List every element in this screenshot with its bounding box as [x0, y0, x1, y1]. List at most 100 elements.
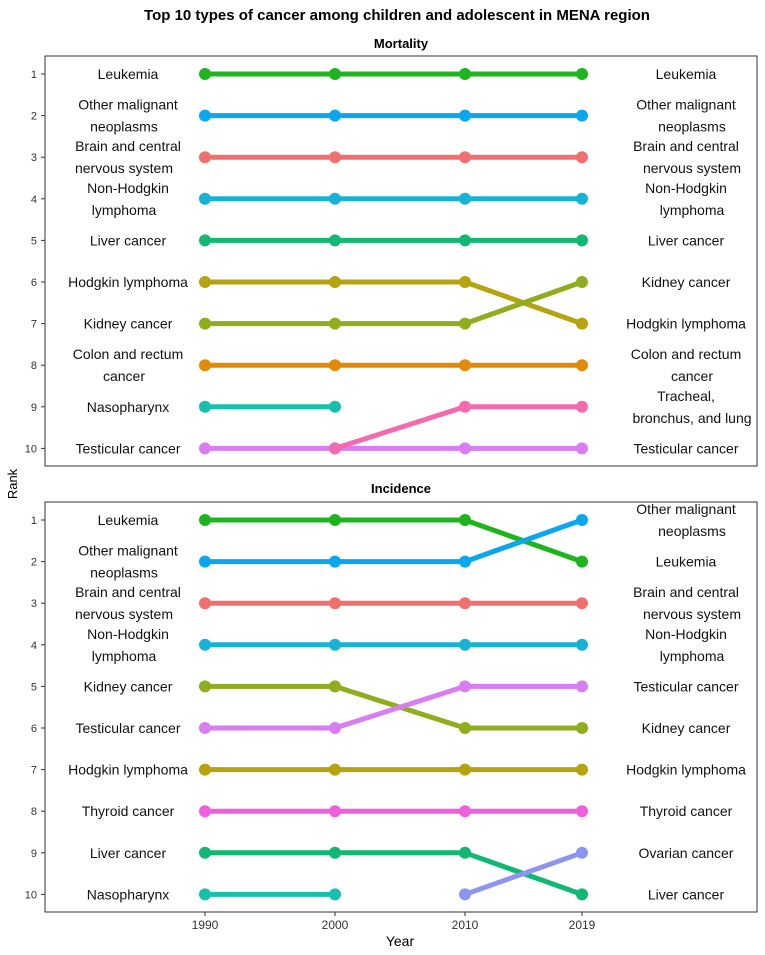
- data-point: [576, 442, 588, 455]
- series-kidney-cancer: [199, 680, 588, 734]
- data-point: [329, 846, 341, 859]
- data-point: [576, 317, 588, 330]
- series-other-malignant-neoplasms: [199, 109, 588, 122]
- right-rank-label: bronchus, and lung: [632, 410, 751, 426]
- data-point: [329, 109, 341, 122]
- series-colon-and-rectum-cancer: [199, 359, 588, 372]
- y-tick-label: 6: [31, 277, 37, 289]
- series-line: [462, 850, 585, 897]
- series-non-hodgkin-lymphoma: [199, 192, 588, 205]
- data-point: [459, 763, 471, 776]
- data-point: [459, 638, 471, 651]
- right-rank-label: Leukemia: [656, 554, 717, 570]
- right-rank-label: Colon and rectum: [631, 346, 742, 362]
- y-tick-label: 1: [31, 69, 37, 81]
- right-rank-label: Tracheal,: [657, 388, 715, 404]
- right-rank-label: Hodgkin lymphoma: [626, 316, 746, 332]
- series-brain-and-central-nervous-system: [199, 151, 588, 164]
- data-point: [199, 888, 211, 901]
- data-point: [199, 442, 211, 455]
- data-point: [576, 638, 588, 651]
- data-point: [576, 400, 588, 413]
- data-point: [459, 442, 471, 455]
- right-rank-label: Brain and central: [633, 138, 739, 154]
- left-rank-label: Liver cancer: [90, 845, 167, 861]
- left-rank-label: Hodgkin lymphoma: [68, 274, 188, 290]
- series-line: [462, 517, 585, 565]
- data-point: [459, 555, 471, 568]
- y-axis-label: Rank: [5, 468, 20, 499]
- data-point: [329, 680, 341, 693]
- x-tick-label: 2010: [452, 918, 479, 932]
- left-rank-label: lymphoma: [92, 648, 157, 664]
- right-rank-label: neoplasms: [658, 119, 726, 135]
- right-rank-label: Kidney cancer: [642, 720, 731, 736]
- data-point: [199, 722, 211, 734]
- data-point: [576, 846, 588, 859]
- data-point: [576, 805, 588, 818]
- left-rank-label: Testicular cancer: [75, 720, 180, 736]
- data-point: [329, 722, 341, 734]
- y-tick-label: 4: [31, 640, 37, 652]
- series-hodgkin-lymphoma: [199, 763, 588, 776]
- data-point: [329, 276, 341, 288]
- series-testicular-cancer: [199, 442, 588, 455]
- data-point: [459, 317, 471, 330]
- data-point: [576, 151, 588, 164]
- left-rank-label: Colon and rectum: [73, 346, 184, 362]
- chart-title: Top 10 types of cancer among children an…: [144, 7, 650, 24]
- y-tick-label: 6: [31, 723, 37, 735]
- right-rank-label: Ovarian cancer: [639, 845, 734, 861]
- data-point: [199, 151, 211, 164]
- data-point: [329, 192, 341, 205]
- data-point: [459, 109, 471, 122]
- data-point: [459, 400, 471, 413]
- right-rank-label: Kidney cancer: [642, 274, 731, 290]
- series-other-malignant-neoplasms: [199, 514, 588, 568]
- y-tick-label: 10: [25, 889, 37, 901]
- right-rank-label: Testicular cancer: [633, 440, 738, 456]
- data-point: [329, 597, 341, 610]
- data-point: [329, 514, 341, 526]
- left-rank-label: Non-Hodgkin: [87, 626, 169, 642]
- data-point: [329, 68, 341, 80]
- left-rank-label: Nasopharynx: [87, 886, 170, 902]
- series-liver-cancer: [199, 234, 588, 247]
- data-point: [329, 555, 341, 568]
- series-tracheal-bronchus-and-lung: [329, 400, 588, 455]
- data-point: [576, 109, 588, 122]
- series-nasopharynx: [199, 400, 341, 413]
- panel-incidence: Incidence 1 2 3 4 5 6 7 8 9 10 Leukemia Other malign…: [25, 481, 758, 913]
- right-rank-label: Non-Hodgkin: [645, 180, 727, 196]
- data-point: [576, 359, 588, 372]
- left-rank-label: Thyroid cancer: [82, 803, 175, 819]
- right-rank-label: cancer: [671, 368, 713, 384]
- data-point: [459, 192, 471, 205]
- panel-frame: [44, 55, 758, 467]
- data-point: [329, 400, 341, 413]
- left-rank-label: Other malignant: [78, 97, 178, 113]
- data-point: [459, 276, 471, 288]
- data-point: [329, 763, 341, 776]
- left-rank-label: Kidney cancer: [84, 678, 173, 694]
- data-point: [576, 722, 588, 734]
- panels: Mortality 1 2 3 4 5 6 7 8 9 10 Leukemia Other malign…: [25, 36, 758, 932]
- y-tick-label: 5: [31, 681, 37, 693]
- data-point: [576, 763, 588, 776]
- data-point: [576, 597, 588, 610]
- series-line: [332, 404, 468, 451]
- data-point: [576, 234, 588, 247]
- data-point: [576, 680, 588, 693]
- y-tick-label: 8: [31, 806, 37, 818]
- y-tick-label: 4: [31, 194, 37, 206]
- right-rank-label: Brain and central: [633, 584, 739, 600]
- data-point: [199, 514, 211, 526]
- panel-title: Incidence: [371, 481, 431, 496]
- data-point: [459, 514, 471, 526]
- data-point: [199, 680, 211, 693]
- left-rank-label: lymphoma: [92, 202, 157, 218]
- series-line: [462, 279, 585, 327]
- y-tick-label: 8: [31, 360, 37, 372]
- right-rank-label: nervous system: [643, 160, 741, 176]
